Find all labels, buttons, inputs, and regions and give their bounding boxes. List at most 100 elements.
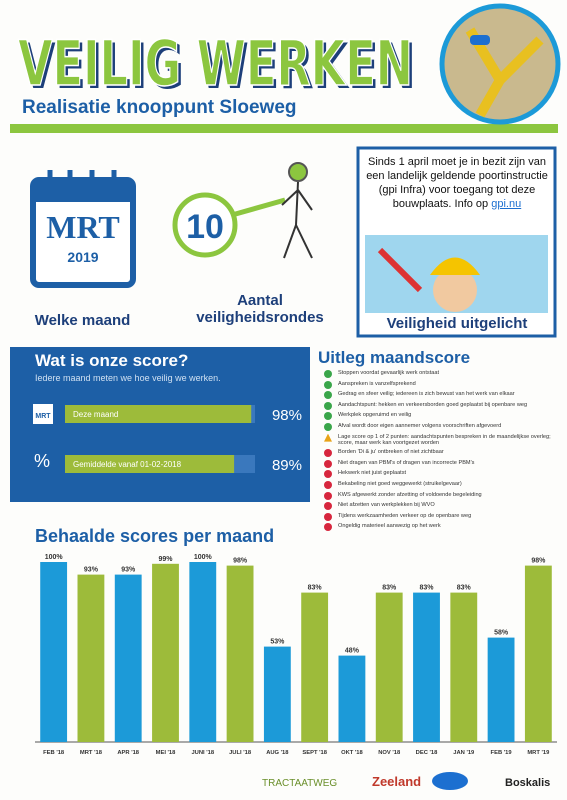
legend-item: KWS afgewerkt zonder afzetting of voldoe…	[324, 492, 564, 500]
poster: VEILIG WERKEN VEILIG WERKEN Realisatie k…	[0, 0, 567, 800]
rounds-count: 10	[186, 208, 224, 246]
legend-text: Niet dragen van PBM's of dragen van inco…	[338, 460, 474, 467]
legend-text: Bekabeling niet goed weggewerkt (struike…	[338, 481, 462, 488]
x-tick-label: FEB '18	[43, 750, 65, 756]
legend-icon	[324, 502, 332, 510]
score-value: 89%	[272, 457, 302, 474]
x-tick-label: JUNI '18	[191, 750, 214, 756]
value-label: 98%	[233, 558, 248, 565]
legend-icon	[324, 370, 332, 378]
legend-text: Stoppen voordat gevaarlijk werk ontstaat	[338, 370, 439, 377]
legend-icon	[324, 423, 332, 431]
bar	[339, 656, 366, 742]
legend-text: Lage score op 1 of 2 punten: aandachtspu…	[338, 434, 564, 447]
legend-item: Werkplek opgeruimd en veilig	[324, 412, 564, 420]
footer-logo: Zeeland	[372, 774, 421, 789]
legend-icon	[324, 460, 332, 468]
spotlight-link[interactable]: gpi.nu	[491, 198, 521, 210]
x-tick-label: JULI '18	[229, 750, 252, 756]
legend-icon	[324, 492, 332, 500]
footer-logo	[432, 772, 468, 790]
legend-text: Borden 'Di & ju' ontbreken of niet zicht…	[338, 449, 444, 456]
legend-icon	[324, 381, 332, 389]
legend-icon	[324, 481, 332, 489]
bar	[264, 647, 291, 742]
legend-text: Niet afzetten van werkplekken bij WVO	[338, 502, 435, 509]
month-label: Welke maand	[20, 312, 145, 329]
legend-item: Gedrag en sfeer veilig; iedereen is zich…	[324, 391, 564, 399]
x-tick-label: SEPT '18	[302, 750, 327, 756]
legend-item: Borden 'Di & ju' ontbreken of niet zicht…	[324, 449, 564, 457]
legend-item: Niet dragen van PBM's of dragen van inco…	[324, 460, 564, 468]
footer-logo: TRACTAATWEG	[262, 778, 337, 789]
value-label: 93%	[121, 567, 136, 574]
x-tick-label: MEI '18	[156, 750, 177, 756]
score-box	[10, 347, 310, 502]
bar	[115, 575, 142, 742]
score-title: Wat is onze score?	[35, 351, 188, 370]
year: 2019	[67, 249, 98, 265]
legend-icon	[324, 402, 332, 410]
legend-icon	[324, 391, 332, 399]
legend-icon	[324, 523, 332, 531]
x-tick-label: FEB '19	[491, 750, 513, 756]
legend-title: Uitleg maandscore	[318, 348, 470, 368]
inspector-figure	[282, 163, 312, 258]
legend-item: Ongeldig materieel aanwezig op het werk	[324, 523, 564, 531]
title: VEILIG WERKEN	[18, 27, 413, 100]
bar	[450, 593, 477, 742]
value-label: 83%	[419, 585, 434, 592]
value-label: 53%	[270, 639, 285, 646]
legend-text: Gedrag en sfeer veilig; iedereen is zich…	[338, 391, 515, 398]
x-tick-label: AUG '18	[266, 750, 289, 756]
legend-item: Niet afzetten van werkplekken bij WVO	[324, 502, 564, 510]
legend-item: Lage score op 1 of 2 punten: aandachtspu…	[324, 434, 564, 447]
legend-icon	[324, 412, 332, 420]
bar	[227, 566, 254, 742]
rounds-label: Aantal veiligheidsrondes	[185, 292, 335, 326]
x-tick-label: JAN '19	[453, 750, 475, 756]
bar	[525, 566, 552, 742]
legend-icon	[324, 513, 332, 521]
x-tick-label: APR '18	[117, 750, 139, 756]
bar	[488, 638, 515, 742]
legend-item: Tijdens werkzaamheden verkeer op de open…	[324, 513, 564, 521]
bar	[189, 562, 216, 742]
bar	[78, 575, 105, 742]
x-tick-label: MRT '18	[80, 750, 103, 756]
spotlight-caption: Veiligheid uitgelicht	[362, 315, 552, 332]
bar	[413, 593, 440, 742]
legend-icon	[324, 470, 332, 478]
header-band	[10, 124, 558, 133]
bar	[152, 564, 179, 742]
legend-text: Werkplek opgeruimd en veilig	[338, 412, 411, 419]
score-label: Deze maand	[73, 410, 118, 419]
legend-icon	[324, 434, 332, 442]
legend-text: Hekwerk niet juist geplaatst	[338, 470, 406, 477]
row-icon-text: %	[34, 451, 50, 471]
legend-text: Aandachtspunt: hekken en verkeersborden …	[338, 402, 527, 409]
photo-detail	[470, 35, 490, 45]
value-label: 99%	[158, 556, 173, 563]
footer-logo: Boskalis	[505, 777, 550, 789]
legend-text: Tijdens werkzaamheden verkeer op de open…	[338, 513, 471, 520]
legend-list: Stoppen voordat gevaarlijk werk ontstaat…	[324, 370, 564, 534]
value-label: 83%	[457, 585, 472, 592]
x-tick-label: NOV '18	[378, 750, 401, 756]
bar	[301, 593, 328, 742]
legend-item: Stoppen voordat gevaarlijk werk ontstaat	[324, 370, 564, 378]
legend-item: Aanspreken is vanzelfsprekend	[324, 381, 564, 389]
x-tick-label: MRT '19	[527, 750, 550, 756]
value-label: 100%	[194, 554, 213, 561]
chart-title: Behaalde scores per maand	[35, 526, 274, 546]
value-label: 58%	[494, 630, 509, 637]
value-label: 100%	[45, 554, 64, 561]
value-label: 98%	[531, 558, 546, 565]
page: Veilig werken {"header":{"title":"VEILIG…	[0, 0, 567, 800]
magnifier-handle	[232, 200, 285, 215]
x-tick-label: DEC '18	[416, 750, 438, 756]
value-label: 83%	[308, 585, 323, 592]
legend-item: Afval wordt door eigen aannemer volgens …	[324, 423, 564, 431]
value-label: 83%	[382, 585, 397, 592]
subtitle: Realisatie knooppunt Sloeweg	[22, 97, 297, 118]
